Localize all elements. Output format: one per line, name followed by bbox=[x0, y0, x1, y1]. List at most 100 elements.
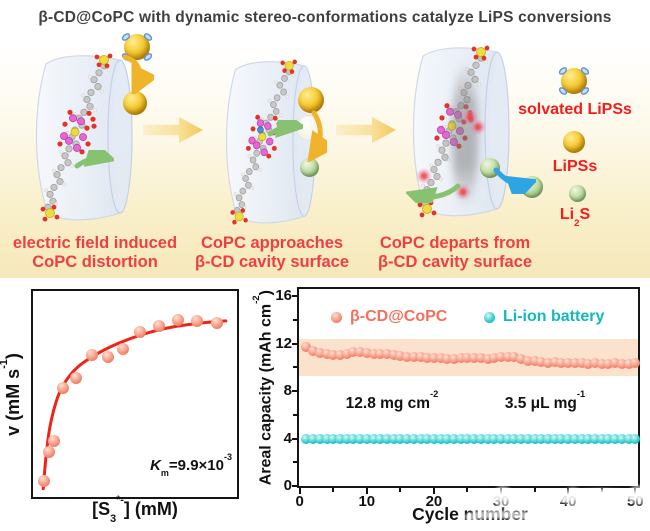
li-ion-legend-dot-icon bbox=[484, 311, 495, 323]
y-tick-label: 0 bbox=[283, 477, 292, 494]
bcd-copc-data-point bbox=[489, 353, 500, 364]
x-axis-tick bbox=[298, 488, 301, 494]
li-ion-battery-data-point bbox=[596, 433, 607, 444]
bcd-copc-data-point bbox=[502, 351, 513, 362]
x-tick-label: 20 bbox=[425, 493, 443, 510]
legend-label: Li-ion battery bbox=[503, 308, 605, 325]
sulfur-loading-annotation: 12.8 mg cm-2 bbox=[345, 389, 439, 413]
bcd-copc-data-point bbox=[536, 356, 547, 367]
bcd-copc-data-point bbox=[435, 353, 446, 364]
li-ion-battery-data-point bbox=[556, 433, 567, 444]
x-axis-minor-tick bbox=[399, 488, 402, 492]
bcd-copc-data-point bbox=[563, 358, 574, 369]
li-ion-battery-data-point bbox=[529, 433, 540, 444]
li-ion-battery-data-point bbox=[308, 433, 319, 444]
li-ion-battery-data-point bbox=[610, 433, 621, 444]
li-ion-battery-data-point bbox=[314, 433, 325, 444]
approach-arrow-icon bbox=[267, 120, 303, 138]
li-ion-battery-data-point bbox=[428, 433, 439, 444]
y-tick-label: 12 bbox=[275, 334, 292, 352]
adsorption-arrow-icon bbox=[122, 54, 154, 94]
x-tick-label: 50 bbox=[626, 493, 644, 510]
bcd-copc-data-point bbox=[616, 358, 627, 369]
bcd-copc-data-point bbox=[455, 353, 466, 364]
bcd-copc-data-point bbox=[469, 353, 480, 364]
x-tick-label: 10 bbox=[358, 493, 376, 510]
starburst-icon bbox=[470, 119, 486, 135]
li-ion-battery-data-point bbox=[475, 433, 486, 444]
electrolyte-ratio-annotation: 3.5 μL mg-1 bbox=[504, 389, 586, 413]
bcd-copc-data-point bbox=[301, 342, 312, 353]
li-ion-battery-data-point bbox=[509, 433, 520, 444]
figure-title: β-CD@CoPC with dynamic stereo-conformati… bbox=[38, 9, 612, 26]
li-ion-battery-data-point bbox=[348, 433, 359, 444]
solvent-shell-icon bbox=[558, 67, 590, 95]
x-axis-minor-tick bbox=[466, 488, 469, 492]
li-ion-battery-data-point bbox=[616, 433, 627, 444]
li-ion-battery-data-point bbox=[590, 433, 601, 444]
kinetics-data-point bbox=[69, 371, 82, 384]
bcd-copc-data-point bbox=[522, 355, 533, 366]
bcd-copc-data-point bbox=[496, 352, 507, 363]
kinetics-data-point bbox=[210, 316, 223, 329]
legend-item-li-ion-battery: Li-ion battery bbox=[484, 308, 604, 326]
kinetics-x-axis-label: [S3*-] (mM) bbox=[92, 493, 178, 526]
bcd-copc-legend-dot-icon bbox=[331, 311, 342, 323]
li-ion-battery-data-point bbox=[569, 433, 580, 444]
bcd-copc-data-point bbox=[576, 358, 587, 369]
li-ion-battery-data-point bbox=[522, 433, 533, 444]
y-axis-minor-tick bbox=[293, 366, 297, 369]
kinetics-plot-area bbox=[31, 289, 239, 499]
li2s-sphere bbox=[480, 158, 500, 178]
li-ion-battery-data-point bbox=[563, 433, 574, 444]
conversion-arrow-icon bbox=[307, 110, 327, 162]
y-axis-tick bbox=[292, 485, 297, 487]
li-ion-battery-data-point bbox=[408, 433, 419, 444]
li-ion-battery-data-point bbox=[415, 433, 426, 444]
starburst-icon bbox=[416, 168, 432, 184]
x-axis-minor-tick bbox=[533, 488, 536, 492]
bcd-copc-data-point bbox=[381, 349, 392, 360]
li-ion-battery-data-point bbox=[375, 433, 386, 444]
li-ion-battery-data-point bbox=[388, 433, 399, 444]
bcd-copc-data-point bbox=[610, 358, 621, 369]
bcd-copc-data-point bbox=[583, 358, 594, 369]
bcd-copc-data-point bbox=[328, 349, 339, 360]
kinetics-data-point bbox=[42, 445, 55, 458]
kinetics-data-point bbox=[48, 435, 60, 448]
release-arrow-icon bbox=[493, 167, 536, 194]
bcd-copc-data-point bbox=[516, 354, 527, 365]
bcd-copc-data-point bbox=[361, 348, 372, 359]
kinetics-y-axis-label: v (mM s-1) bbox=[0, 352, 23, 436]
bcd-copc-data-point bbox=[475, 353, 486, 364]
bcd-copc-data-point bbox=[509, 352, 520, 363]
bcd-copc-data-point bbox=[556, 357, 567, 368]
bcd-copc-data-point bbox=[415, 352, 426, 363]
li-ion-battery-data-point bbox=[381, 433, 392, 444]
legend-item-bcd-copc: β-CD@CoPC bbox=[331, 308, 447, 326]
li-ion-battery-data-point bbox=[449, 433, 460, 444]
li-ion-battery-data-point bbox=[536, 433, 547, 444]
y-tick-label: 8 bbox=[283, 382, 292, 400]
li-ion-battery-data-point bbox=[583, 433, 594, 444]
y-axis-minor-tick bbox=[293, 461, 297, 464]
li-ion-battery-data-point bbox=[328, 433, 339, 444]
li-ion-battery-data-point bbox=[341, 433, 352, 444]
li-ion-battery-data-point bbox=[630, 433, 641, 444]
bcd-copc-data-point bbox=[321, 349, 332, 360]
legend-label-solvated-lipss: solvated LiPSs bbox=[518, 101, 632, 118]
legend-label-lipss: LiPSs bbox=[552, 158, 598, 175]
bcd-copc-data-point bbox=[462, 352, 473, 363]
li-ion-battery-data-point bbox=[489, 433, 500, 444]
kinetics-data-point bbox=[56, 381, 69, 394]
caption-panel-2: CoPC approaches β-CD cavity surface bbox=[194, 234, 350, 271]
bcd-copc-data-point bbox=[596, 358, 607, 369]
bcd-copc-data-point bbox=[308, 346, 319, 357]
li-ion-battery-data-point bbox=[455, 433, 466, 444]
bcd-copc-data-point bbox=[428, 352, 439, 363]
bcd-copc-data-point bbox=[375, 349, 386, 360]
bcd-copc-data-point bbox=[603, 358, 614, 369]
x-tick-label: 0 bbox=[295, 493, 304, 510]
li-ion-battery-data-point bbox=[543, 433, 554, 444]
li-ion-battery-data-point bbox=[368, 433, 379, 444]
